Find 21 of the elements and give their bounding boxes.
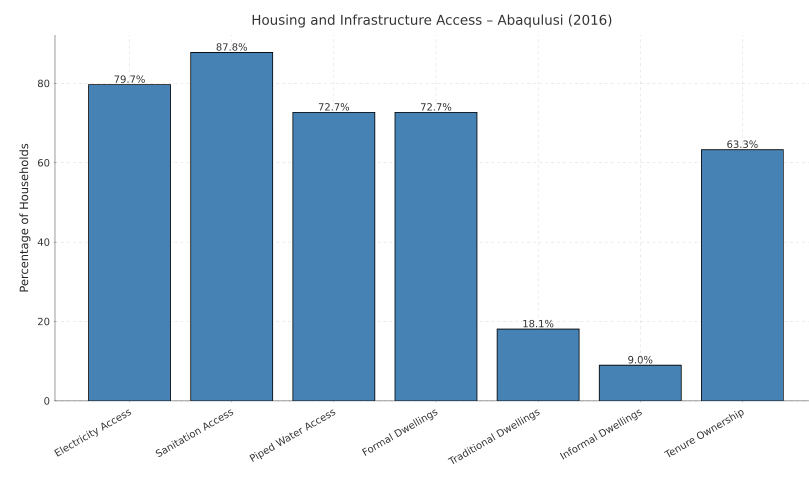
y-tick-label: 20 — [38, 318, 50, 326]
data-label: 87.8% — [216, 43, 247, 51]
bar — [598, 364, 682, 401]
y-axis-title: Percentage of Households — [19, 144, 30, 292]
bar — [88, 84, 171, 401]
data-label: 79.7% — [114, 75, 145, 83]
bar — [394, 112, 478, 401]
data-label: 72.7% — [420, 103, 452, 111]
y-tick-label: 0 — [44, 397, 50, 405]
y-tick-label: 80 — [38, 80, 50, 88]
bar — [292, 112, 376, 401]
data-label: 18.1% — [523, 320, 554, 328]
data-label: 9.0% — [628, 356, 652, 364]
bar — [701, 149, 784, 401]
data-label: 72.7% — [318, 103, 350, 111]
y-tick-label: 40 — [38, 238, 50, 246]
bar — [190, 52, 274, 401]
chart-title: Housing and Infrastructure Access – Abaqulusi (2016) — [252, 14, 612, 28]
y-tick-label: 60 — [38, 159, 50, 167]
data-label: 63.3% — [727, 140, 758, 148]
bar — [496, 328, 580, 401]
